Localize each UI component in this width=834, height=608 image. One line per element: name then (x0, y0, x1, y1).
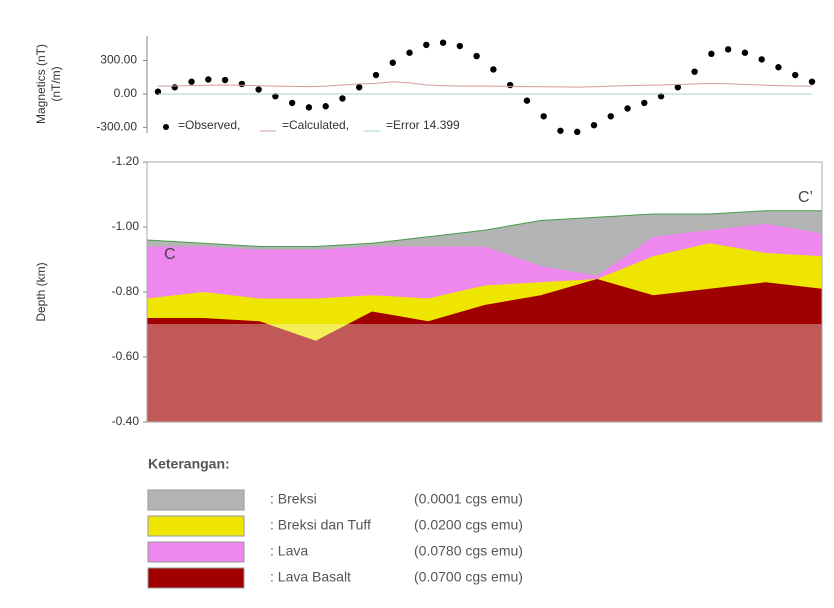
observed-point (188, 78, 195, 85)
y-axis-label: Magnetics (nT) (34, 44, 48, 124)
observed-point (657, 93, 665, 100)
pale-overlay (147, 324, 822, 422)
legend-note: (0.0200 cgs emu) (414, 517, 523, 533)
observed-point (154, 88, 162, 95)
legend-label: : Lava Basalt (270, 569, 351, 585)
observed-point (641, 99, 648, 107)
observed-point (590, 121, 598, 129)
y-tick-label: -1.20 (112, 154, 140, 168)
observed-point (238, 80, 246, 88)
observed-point (523, 97, 531, 104)
observed-point (775, 64, 782, 71)
legend-note: (0.0780 cgs emu) (414, 543, 523, 559)
legend-note: (0.0700 cgs emu) (414, 569, 523, 585)
observed-point (540, 113, 547, 120)
legend-title: Keterangan: (148, 456, 230, 472)
observed-point (288, 99, 296, 107)
observed-point (255, 86, 262, 93)
observed-point (674, 84, 682, 91)
observed-point (724, 46, 732, 53)
observed-point (557, 127, 564, 134)
observed-point (439, 39, 447, 46)
layer (147, 279, 822, 422)
annotation: C’ (798, 189, 813, 206)
observed-point (322, 103, 329, 110)
observed-point (423, 41, 430, 49)
observed-point (708, 50, 715, 58)
y-tick-label: -1.00 (112, 219, 140, 233)
annotation: C (164, 246, 176, 263)
legend-label: =Observed, (178, 118, 240, 132)
observed-point (741, 49, 749, 56)
observed-point (305, 104, 313, 111)
y-tick-label: -0.60 (112, 349, 140, 363)
observed-point (506, 81, 514, 89)
y-tick-label: -0.40 (112, 414, 140, 428)
observed-point (574, 128, 581, 136)
y-axis-label: (nT/m) (49, 66, 63, 101)
legend-swatch (147, 515, 245, 537)
legend-label: : Breksi dan Tuff (270, 517, 371, 533)
legend-marker (163, 124, 169, 130)
legend-label: =Error 14.399 (386, 118, 460, 132)
observed-point (205, 76, 212, 83)
observed-point (171, 84, 178, 91)
y-tick-label: -0.80 (112, 284, 140, 298)
observed-point (691, 68, 698, 75)
observed-point (406, 49, 413, 56)
observed-point (607, 113, 614, 120)
observed-point (221, 76, 229, 84)
legend-label: : Breksi (270, 491, 317, 507)
observed-point (339, 95, 346, 102)
y-tick-label: 0.00 (114, 86, 138, 100)
observed-point (490, 66, 497, 73)
observed-point (456, 42, 464, 50)
y-tick-label: -300.00 (96, 120, 137, 134)
legend-swatch (147, 541, 245, 563)
legend-swatch (147, 489, 245, 511)
observed-point (372, 71, 380, 79)
y-tick-label: 300.00 (100, 53, 137, 67)
observed-point (624, 105, 631, 112)
observed-point (758, 56, 765, 63)
observed-point (356, 84, 363, 91)
observed-point (473, 52, 480, 60)
observed-point (792, 71, 799, 79)
legend-note: (0.0001 cgs emu) (414, 491, 523, 507)
legend-swatch (147, 567, 245, 589)
legend-label: =Calculated, (282, 118, 349, 132)
legend-label: : Lava (270, 543, 308, 559)
observed-point (808, 78, 816, 85)
y-axis-label: Depth (km) (34, 262, 48, 321)
observed-point (389, 59, 396, 66)
observed-point (272, 93, 279, 100)
series-line (157, 81, 813, 88)
